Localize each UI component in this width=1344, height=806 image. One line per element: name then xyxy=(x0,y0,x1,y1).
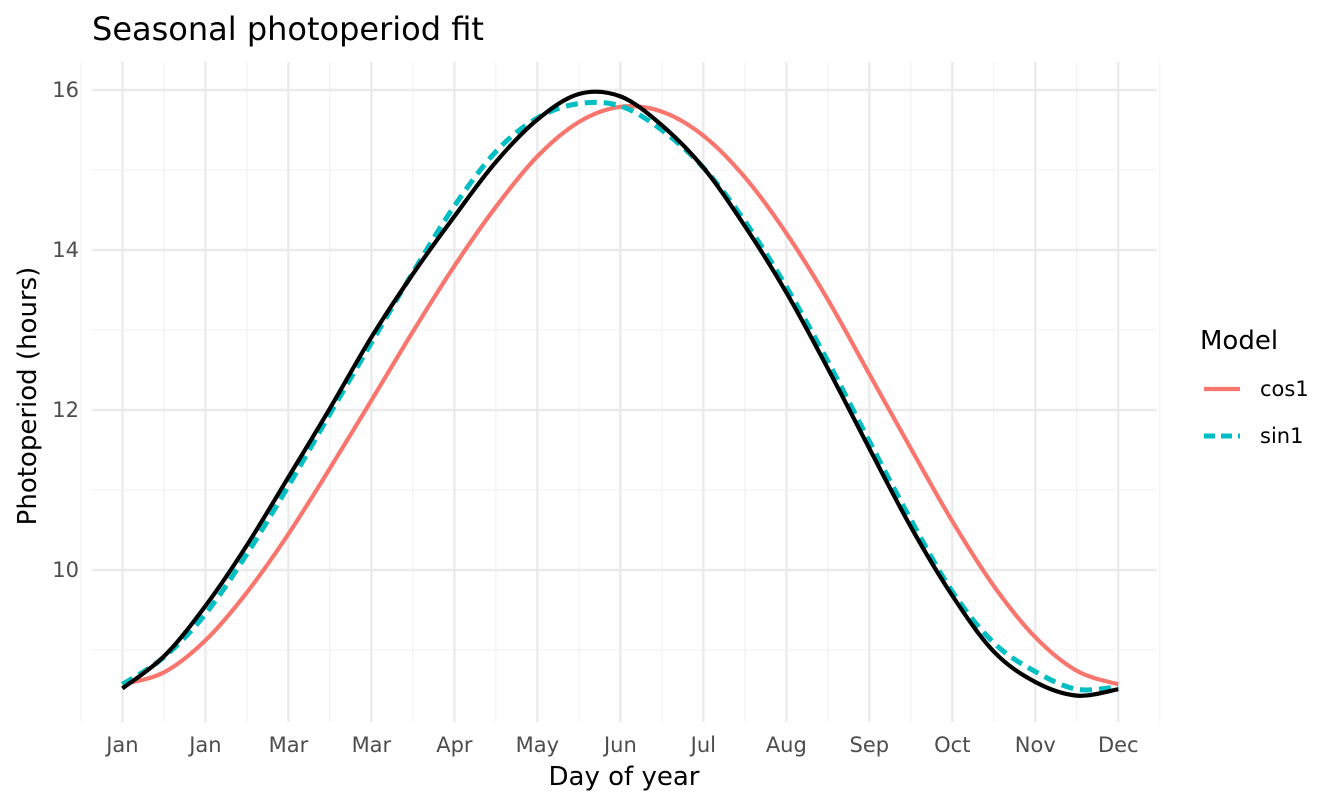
x-tick-label: Nov xyxy=(1015,733,1056,757)
series-layer xyxy=(121,89,1119,698)
legend-title: Model xyxy=(1200,326,1278,356)
chart-title: Seasonal photoperiod fit xyxy=(92,10,484,48)
x-tick-label: Mar xyxy=(352,733,392,757)
x-tick-label: Jun xyxy=(602,733,637,757)
y-tick-label: 12 xyxy=(52,398,79,422)
series-line-observed xyxy=(121,89,1119,698)
x-tick-label: Sep xyxy=(850,733,890,757)
x-tick-label: Jan xyxy=(104,733,138,757)
legend: Model cos1 sin1 xyxy=(1200,326,1309,448)
x-tick-label: May xyxy=(516,733,559,757)
y-tick-label: 14 xyxy=(52,238,79,262)
grid xyxy=(80,62,1161,722)
x-tick-label: Oct xyxy=(934,733,970,757)
y-tick-label: 10 xyxy=(52,558,79,582)
legend-label-sin1: sin1 xyxy=(1260,424,1303,448)
legend-label-cos1: cos1 xyxy=(1260,377,1309,401)
x-tick-label: Jul xyxy=(689,733,716,757)
x-axis-tick-labels: Jan Jan Mar Mar Apr May Jun Jul Aug Sep Oct Nov Dec xyxy=(104,733,1138,757)
y-tick-label: 16 xyxy=(52,78,79,102)
x-tick-label: Aug xyxy=(766,733,807,757)
x-tick-label: Apr xyxy=(436,733,473,757)
y-axis-tick-labels: 10 12 14 16 xyxy=(52,78,79,582)
x-tick-label: Dec xyxy=(1098,733,1139,757)
x-tick-label: Mar xyxy=(269,733,309,757)
y-axis-title: Photoperiod (hours) xyxy=(13,267,43,526)
series-line-sin1 xyxy=(121,99,1119,693)
x-axis-title: Day of year xyxy=(549,762,700,792)
x-tick-label: Jan xyxy=(187,733,221,757)
